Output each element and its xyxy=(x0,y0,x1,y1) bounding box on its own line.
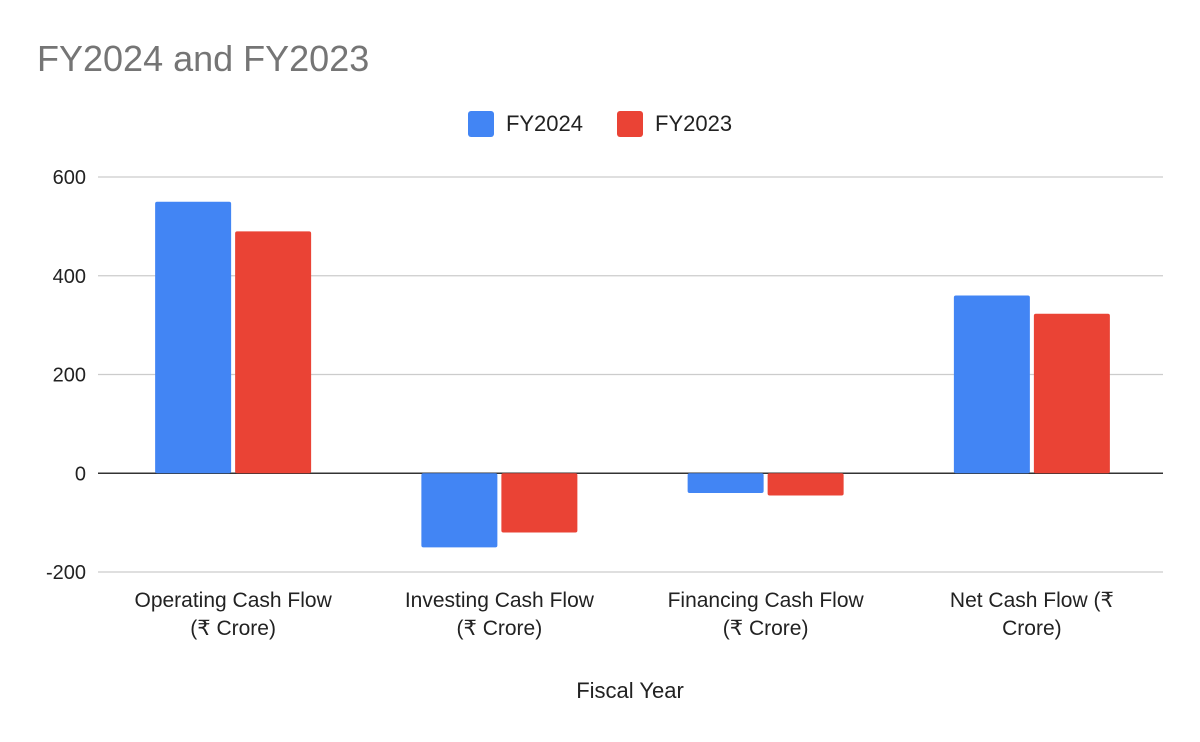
x-tick-label: (₹ Crore) xyxy=(723,617,809,640)
chart-title: FY2024 and FY2023 xyxy=(37,38,370,79)
bar-fy2023-0 xyxy=(235,231,312,474)
x-tick-label: (₹ Crore) xyxy=(457,617,543,640)
y-tick-label: 600 xyxy=(53,167,86,189)
legend: FY2024 FY2023 xyxy=(0,108,1200,140)
legend-item-fy2023: FY2023 xyxy=(617,111,732,137)
legend-swatch-fy2023 xyxy=(617,111,643,137)
y-tick-label: 0 xyxy=(75,463,86,485)
bar-fy2023-3 xyxy=(1033,313,1110,474)
bar-fy2024-2 xyxy=(687,473,764,493)
bar-fy2024-3 xyxy=(953,295,1030,474)
x-tick-label: Financing Cash Flow xyxy=(668,589,865,612)
bar-fy2023-1 xyxy=(501,473,578,533)
y-tick-label: -200 xyxy=(46,562,86,584)
bar-fy2024-1 xyxy=(421,473,498,548)
x-tick-label: Operating Cash Flow xyxy=(134,589,332,612)
x-axis-label: Fiscal Year xyxy=(576,678,684,703)
legend-label-fy2024: FY2024 xyxy=(505,111,583,136)
x-tick-label: Investing Cash Flow xyxy=(405,589,595,612)
x-tick-label: Crore) xyxy=(1002,617,1062,640)
bar-fy2023-2 xyxy=(767,473,844,496)
x-tick-label: Net Cash Flow (₹ xyxy=(950,589,1114,612)
y-tick-label: 400 xyxy=(53,266,86,288)
y-tick-label: 200 xyxy=(53,365,86,387)
legend-item-fy2024: FY2024 xyxy=(467,111,583,137)
legend-label-fy2023: FY2023 xyxy=(655,111,733,136)
legend-swatch-fy2024 xyxy=(467,111,494,137)
x-tick-label: (₹ Crore) xyxy=(190,617,276,640)
bar-fy2024-0 xyxy=(155,201,232,474)
